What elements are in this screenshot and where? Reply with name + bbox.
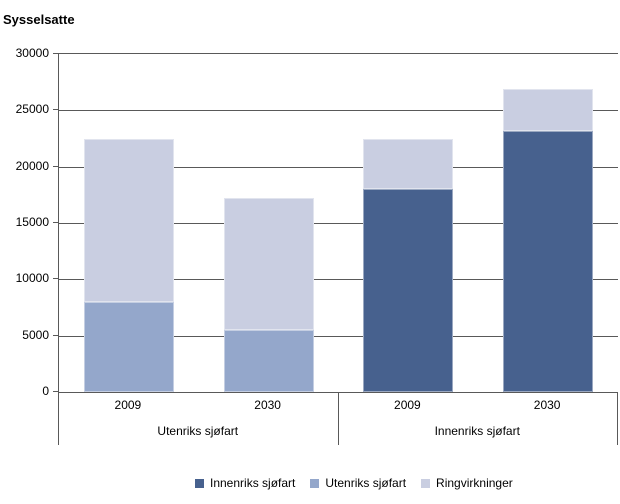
legend-label: Ringvirkninger: [436, 476, 513, 490]
legend-item: Utenriks sjøfart: [310, 476, 406, 490]
bar-innenriks-sj-fart-2030: [503, 88, 594, 392]
legend-item: Innenriks sjøfart: [195, 476, 295, 490]
plot-area: [58, 53, 618, 393]
x-axis-group-label: Utenriks sjøfart: [157, 424, 239, 438]
y-axis-tick-mark: [53, 334, 58, 336]
bar-segment-utenriks-sj-fart: [223, 330, 314, 392]
x-axis-group-divider: [617, 392, 618, 445]
y-axis-tick-mark: [53, 391, 58, 392]
legend-swatch-innenriks-sj-fart: [195, 478, 204, 488]
x-axis-labels: 2009 2030 2009 2030 Utenriks sjøfart Innenrik…: [58, 392, 618, 445]
y-axis-tick-label: 0: [42, 384, 49, 398]
bar-segment-ringvirkninger: [503, 88, 594, 131]
bar-segment-ringvirkninger: [223, 198, 314, 331]
y-axis-tick-mark: [53, 278, 58, 280]
gridline-10000: [59, 279, 618, 281]
x-axis-group-divider: [337, 392, 339, 445]
bar-segment-utenriks-sj-fart: [83, 301, 174, 392]
legend-item: Ringvirkninger: [421, 476, 513, 490]
legend-label: Innenriks sjøfart: [210, 476, 296, 490]
legend: Innenriks sjøfart Utenriks sjøfart Ringvir…: [195, 473, 513, 493]
y-axis-tick-mark: [53, 222, 58, 223]
y-axis-tick-label: 5000: [22, 327, 49, 342]
y-axis-tick-mark: [53, 53, 58, 54]
x-axis-year-label: 2030: [533, 398, 561, 412]
y-axis-tick-mark: [53, 109, 58, 111]
legend-swatch-utenriks-sj-fart: [310, 478, 320, 488]
bar-segment-ringvirkninger: [83, 138, 174, 302]
bar-utenriks-sj-fart-2009: [83, 138, 174, 392]
x-axis-year-label: 2009: [114, 398, 142, 412]
y-axis-tick-label: 10000: [15, 271, 49, 286]
x-axis-year-label: 2030: [254, 398, 281, 412]
y-axis: 0 5000 10000 15000 20000 25000 30000: [0, 46, 58, 398]
gridline-25000: [59, 110, 618, 112]
gridline-5000: [59, 335, 618, 337]
y-axis-tick-label: 25000: [15, 102, 49, 117]
legend-label: Utenriks sjøfart: [325, 476, 407, 490]
gridline-20000: [59, 166, 618, 168]
chart-title: Sysselsatte: [3, 12, 75, 27]
y-axis-tick-mark: [53, 165, 58, 167]
bar-segment-innenriks-sj-fart: [503, 130, 594, 392]
x-axis-group-label: Innenriks sjøfart: [434, 424, 520, 438]
legend-swatch-ringvirkninger: [421, 478, 431, 488]
x-axis-group-divider: [58, 392, 59, 445]
gridline-15000: [59, 223, 618, 224]
y-axis-tick-label: 30000: [15, 46, 49, 60]
x-axis-year-label: 2009: [394, 398, 421, 412]
y-axis-tick-label: 15000: [15, 215, 49, 229]
bar-segment-innenriks-sj-fart: [363, 189, 454, 392]
bar-segment-ringvirkninger: [363, 138, 454, 190]
bar-utenriks-sj-fart-2030: [223, 198, 314, 392]
bar-innenriks-sj-fart-2009: [363, 138, 454, 392]
y-axis-tick-label: 20000: [15, 158, 49, 173]
